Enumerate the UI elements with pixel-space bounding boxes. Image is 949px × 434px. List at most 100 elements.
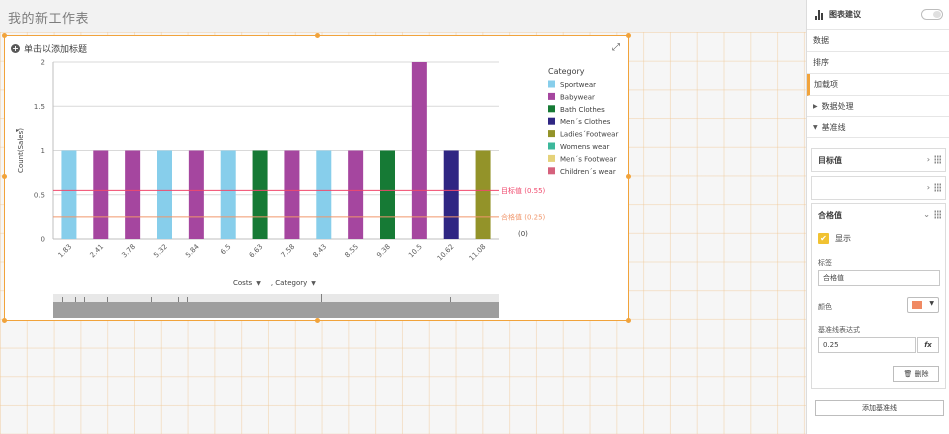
color-swatch	[912, 301, 922, 309]
extra-label: (0)	[518, 230, 528, 238]
card-title: 合格值	[818, 210, 842, 220]
color-caption: 颜色	[818, 303, 832, 311]
drag-handle-icon[interactable]	[934, 210, 941, 219]
delete-button[interactable]: 🗑 删除	[893, 366, 939, 382]
chart-title[interactable]: 单击以添加标题	[24, 45, 88, 55]
resize-handle[interactable]	[2, 33, 7, 38]
show-checkbox-row[interactable]: ✔ 显示	[818, 233, 851, 244]
bar[interactable]	[380, 150, 395, 240]
bar[interactable]	[188, 150, 204, 240]
label-input[interactable]: 合格值	[818, 270, 940, 286]
show-checkbox[interactable]: ✔	[818, 233, 829, 244]
y-tick-label: 0.5	[34, 191, 45, 199]
dimension-label: , Category	[270, 279, 308, 287]
mini-chart-mark	[151, 297, 153, 302]
x-tick-label: 10.5	[407, 243, 424, 260]
resize-handle[interactable]	[2, 318, 7, 323]
bar[interactable]	[475, 150, 491, 240]
expand-icon[interactable]: ⤢	[612, 42, 620, 53]
expression-input[interactable]: 0.25	[818, 337, 916, 353]
bar[interactable]	[220, 150, 236, 240]
x-tick-label: 6.5	[219, 243, 233, 257]
resize-handle[interactable]	[626, 318, 631, 323]
bar[interactable]	[316, 150, 332, 240]
tab-data[interactable]: 数据	[807, 30, 949, 52]
bar[interactable]	[411, 62, 427, 239]
dimension-category[interactable]: , Category ▼	[271, 279, 316, 287]
resize-handle[interactable]	[626, 174, 631, 179]
drag-handle-icon[interactable]	[934, 155, 941, 164]
legend-item-label[interactable]: Men´s Clothes	[560, 118, 611, 126]
legend-item-label[interactable]: Sportwear	[560, 81, 596, 89]
section-reference-lines[interactable]: ▼ 基准线	[807, 117, 949, 138]
panel-header: 图表建议	[807, 0, 949, 30]
caret-down-icon: ▼	[311, 279, 316, 287]
bar[interactable]	[284, 150, 300, 240]
x-tick-label: 5.84	[184, 242, 201, 259]
dimension-selectors: Costs ▼ , Category ▼	[233, 279, 316, 287]
caret-down-icon: ▼	[929, 300, 934, 307]
bar-chart-icon	[815, 9, 823, 20]
mini-chart-mark	[449, 297, 451, 302]
bar[interactable]	[443, 150, 459, 240]
color-picker-button[interactable]: ▼	[907, 297, 939, 313]
dimension-costs[interactable]: Costs ▼	[233, 279, 261, 287]
legend-item-label[interactable]: Womens wear	[560, 143, 610, 151]
bar-chart[interactable]: 0 0.5 1 1.5 2 Count(Sales)▸ 1.83 2.41 3.78 5.32 5.…	[5, 36, 627, 320]
bar[interactable]	[93, 150, 109, 240]
bar[interactable]	[61, 150, 77, 240]
bar[interactable]	[348, 150, 364, 240]
drag-handle-icon[interactable]	[934, 183, 941, 192]
legend-item-label[interactable]: Bath Clothes	[560, 106, 605, 114]
bar[interactable]	[252, 150, 268, 240]
x-tick-label: 8.55	[343, 243, 360, 260]
y-tick-label: 1.5	[34, 103, 45, 111]
legend-item-label[interactable]: Babywear	[560, 93, 595, 101]
legend-swatch	[548, 92, 555, 100]
y-axis-title[interactable]: Count(Sales)	[17, 128, 25, 173]
resize-handle[interactable]	[2, 174, 7, 179]
resize-handle[interactable]	[315, 318, 320, 323]
mini-chart-mark	[75, 297, 77, 302]
sheet-title: 我的新工作表	[8, 12, 90, 27]
section-label: 数据处理	[821, 102, 854, 111]
resize-handle[interactable]	[315, 33, 320, 38]
show-label: 显示	[835, 234, 851, 243]
legend-swatch	[548, 80, 555, 88]
tab-sort[interactable]: 排序	[807, 52, 949, 74]
scrollbar-thumb[interactable]	[53, 302, 499, 318]
y-tick-label: 0	[41, 236, 45, 244]
section-data-handling[interactable]: ▶ 数据处理	[807, 96, 949, 117]
x-tick-label: 10.62	[436, 243, 456, 263]
reference-line-card-target[interactable]: 目标值 ›	[811, 148, 946, 172]
chevron-right-icon[interactable]: ›	[926, 155, 930, 164]
expression-editor-button[interactable]: fx	[917, 337, 939, 353]
reference-line-card-empty[interactable]: ›	[811, 176, 946, 200]
legend-item-label[interactable]: Ladies´Footwear	[560, 131, 618, 139]
legend-swatch	[548, 154, 555, 162]
legend-item-label[interactable]: Men´s Footwear	[560, 155, 617, 163]
scrollbar-track[interactable]	[53, 294, 499, 302]
chart-object[interactable]: 0 0.5 1 1.5 2 Count(Sales) ▸ 1.83 2.41 3.78 5.32 5.…	[2, 33, 631, 323]
reference-line-card-pass: 合格值 ⌄ ✔ 显示 标签 合格值 颜色 ▼ 基准线表达式 0.25 fx 🗑 …	[811, 203, 946, 389]
bar[interactable]	[157, 150, 172, 240]
y-tick-label: 1	[41, 147, 45, 155]
caret-right-icon[interactable]: ▸	[16, 127, 19, 134]
chart-suggestions-toggle[interactable]	[921, 9, 943, 20]
resize-handle[interactable]	[626, 33, 631, 38]
chevron-down-icon[interactable]: ⌄	[923, 210, 930, 219]
mini-chart-scrollbar[interactable]	[53, 294, 499, 318]
chart-header: + 单击以添加标题	[11, 42, 87, 55]
x-tick-label: 2.41	[89, 243, 106, 260]
reference-line-label: 合格值 (0.25)	[501, 212, 546, 221]
section-label: 基准线	[821, 123, 846, 132]
tab-add-ons[interactable]: 加载项	[807, 74, 949, 96]
card-title: 目标值	[818, 155, 842, 165]
chevron-right-icon[interactable]: ›	[926, 183, 930, 192]
reference-line-label: 目标值 (0.55)	[501, 186, 546, 195]
add-reference-line-button[interactable]: 添加基准线	[815, 400, 944, 416]
legend-item-label[interactable]: Children´s wear	[560, 168, 616, 176]
bar[interactable]	[125, 150, 141, 240]
y-tick-label: 2	[41, 59, 45, 67]
add-title-icon[interactable]: +	[11, 44, 20, 53]
